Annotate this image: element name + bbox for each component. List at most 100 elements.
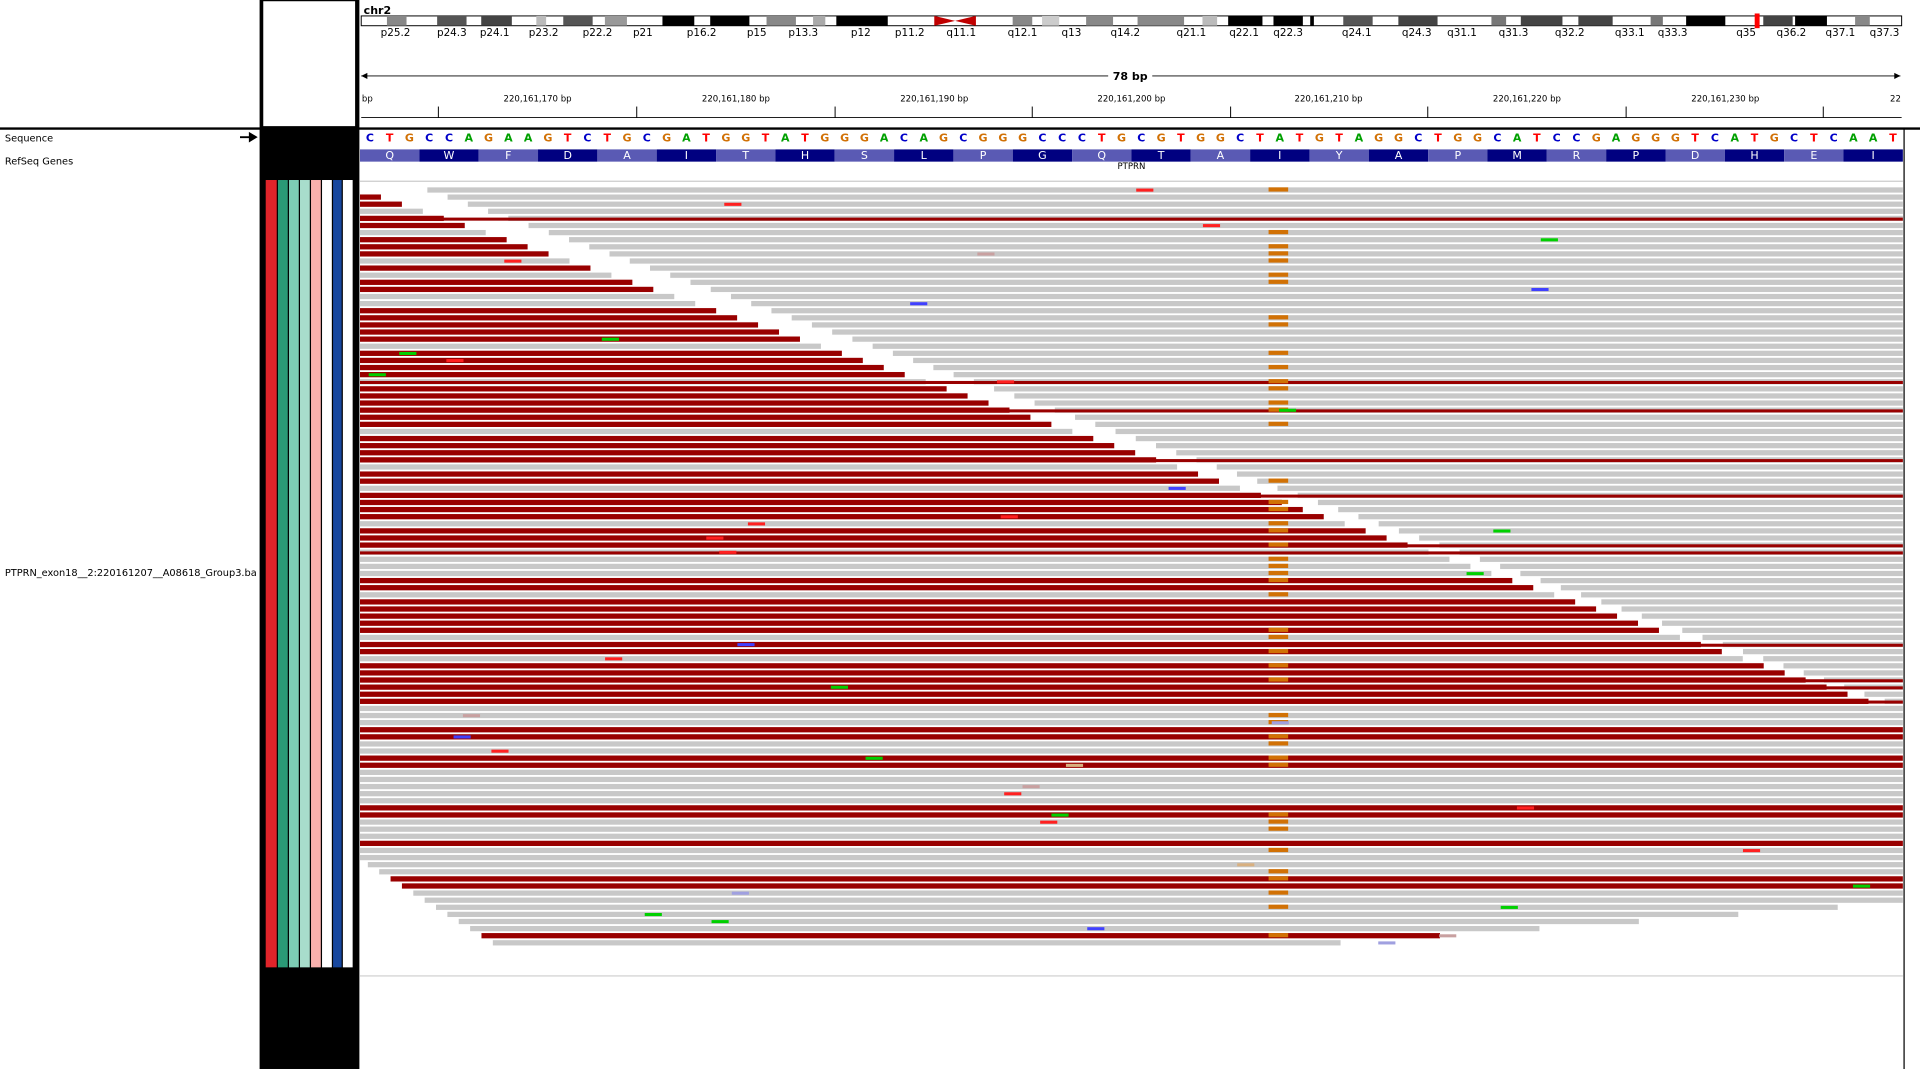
codon	[953, 149, 1013, 162]
mismatch	[1268, 762, 1289, 767]
mismatch	[910, 302, 928, 306]
track-name[interactable]: RefSeq Genes	[5, 157, 73, 168]
amino-acid: A	[1395, 149, 1403, 162]
attr-col	[333, 180, 342, 968]
ideogram[interactable]	[360, 15, 1903, 27]
ruler-label: 220,161,220 bp	[1493, 95, 1561, 105]
mismatch	[1136, 188, 1154, 192]
read	[360, 783, 1903, 790]
mismatch	[1268, 542, 1289, 547]
mismatch	[1268, 350, 1289, 355]
read	[360, 563, 1471, 570]
cytoband-label: p11.2	[895, 27, 925, 39]
cytoband-label: p22.2	[583, 27, 613, 39]
mismatch	[1268, 570, 1289, 576]
cytoband	[1520, 15, 1563, 26]
read	[360, 372, 905, 378]
read	[360, 570, 1492, 577]
read	[360, 499, 1282, 506]
codon	[478, 149, 539, 162]
base: A	[1355, 131, 1364, 144]
base: C	[1038, 131, 1046, 144]
track-name[interactable]: PTPRN_exon18__2:220161207__A08618_Group3…	[5, 568, 257, 579]
mismatch	[1268, 819, 1289, 824]
base: T	[762, 131, 770, 144]
amino-acid: P	[1632, 149, 1639, 162]
read	[1783, 663, 1903, 669]
read	[360, 386, 947, 392]
read	[467, 201, 1903, 207]
attr-col	[288, 180, 299, 968]
base: T	[1434, 131, 1442, 144]
read	[360, 613, 1618, 619]
cytoband-label: q31.1	[1447, 27, 1477, 39]
mismatch	[1268, 869, 1289, 874]
read	[360, 208, 423, 214]
track-name[interactable]: Sequence	[5, 133, 53, 144]
read	[436, 904, 1838, 910]
read	[360, 251, 549, 257]
base: G	[1651, 131, 1660, 144]
read	[892, 350, 1903, 356]
read	[360, 691, 1848, 697]
read	[569, 237, 1903, 243]
mismatch	[1268, 826, 1289, 831]
mismatch	[1268, 279, 1289, 284]
read	[690, 279, 1903, 285]
read	[360, 648, 1722, 655]
base: T	[386, 131, 394, 144]
base: G	[1770, 131, 1779, 144]
mismatch	[1268, 272, 1289, 277]
read	[360, 450, 1136, 456]
ruler-label: 220,161,230 bp	[1691, 95, 1759, 105]
mismatch	[1268, 187, 1289, 192]
mismatch	[1268, 890, 1289, 895]
mismatch	[1268, 755, 1289, 760]
read	[447, 194, 1903, 200]
base: C	[1711, 131, 1719, 144]
cytoband-label: p13.3	[788, 27, 818, 39]
codon	[538, 149, 598, 162]
mismatch	[706, 536, 724, 540]
codon	[1784, 149, 1844, 162]
base: A	[919, 131, 928, 144]
attr-col	[300, 180, 310, 968]
read	[913, 357, 1903, 364]
read	[1358, 514, 1903, 520]
codon	[1309, 149, 1369, 162]
cytoband	[1398, 15, 1438, 26]
read	[360, 627, 1659, 633]
read	[360, 748, 1903, 754]
amino-acid: Y	[1335, 149, 1343, 162]
mismatch	[1852, 884, 1871, 888]
cytoband-label: q33.1	[1615, 27, 1645, 39]
read	[413, 890, 1903, 896]
strand-arrow[interactable]	[240, 131, 258, 143]
base: C	[1790, 131, 1798, 144]
read	[360, 400, 989, 406]
base: T	[1751, 131, 1759, 144]
codon	[775, 149, 835, 162]
codon	[1724, 149, 1785, 162]
mismatch	[504, 259, 522, 263]
amino-acid: D	[1691, 149, 1699, 162]
base: T	[1889, 131, 1897, 144]
codon	[1131, 149, 1191, 162]
read	[360, 315, 738, 321]
mismatch	[1268, 677, 1289, 682]
attribute-header	[260, 0, 358, 129]
cytoband-label: p15	[747, 27, 767, 39]
read	[360, 237, 507, 243]
read	[360, 734, 1903, 740]
read	[1864, 691, 1903, 697]
cytoband	[1012, 15, 1033, 26]
mismatch	[977, 252, 995, 256]
read	[360, 551, 1903, 555]
read	[360, 720, 1903, 726]
base: G	[1631, 131, 1640, 144]
mismatch	[368, 373, 386, 377]
ruler-label: 220,161,170 bp	[504, 95, 572, 105]
mismatch	[1040, 820, 1058, 824]
codon	[1665, 149, 1725, 162]
read	[360, 357, 863, 364]
